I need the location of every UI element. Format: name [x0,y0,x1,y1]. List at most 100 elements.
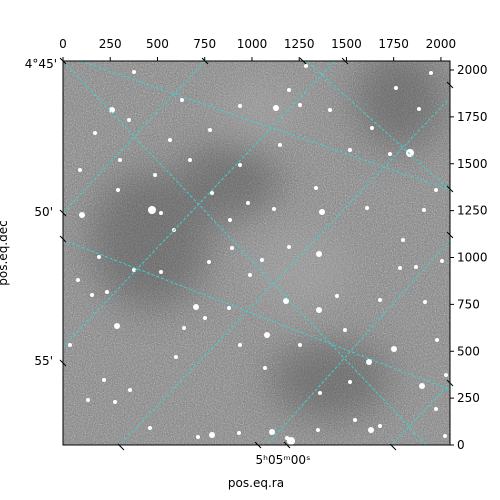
star [90,293,94,297]
coordinate-grid [63,61,450,445]
star [237,431,241,435]
star [79,212,85,218]
x-tick-label-0: 0 [59,37,67,51]
star [378,298,382,302]
star [269,429,275,435]
star [365,206,369,210]
ra-tick-2 [254,441,262,449]
star [298,343,302,347]
star [394,86,398,90]
star [246,201,250,205]
dec-tick-label-55: 55' [34,354,53,368]
dec-tick-minor [59,235,67,243]
sky-image [63,61,450,445]
star [248,273,252,277]
star [203,316,207,320]
star [182,326,186,330]
star [153,173,157,177]
x-tick-label-1750: 1750 [378,37,409,51]
star [264,332,270,338]
x-tick-label-500: 500 [146,37,169,51]
star [434,188,438,192]
star [159,270,163,274]
star [228,218,232,222]
star [263,366,267,370]
star [105,290,109,294]
star [318,391,322,395]
star [148,206,156,214]
star [260,258,264,262]
x-tick-label-1000: 1000 [237,37,268,51]
x-tick-label-1500: 1500 [331,37,362,51]
star [378,424,382,428]
right-world-tick-4 [446,379,454,387]
star [366,359,372,365]
star [314,186,318,190]
star [440,259,444,263]
y-tick-label-1750: 1750 [457,110,488,124]
star [109,107,115,113]
x-tick-label-750: 750 [193,37,216,51]
star [159,211,163,215]
top-world-tick-1 [201,57,209,65]
star [208,128,212,132]
x-axis-label: pos.eq.ra [228,476,284,490]
star [86,398,90,402]
star [304,64,308,68]
dec-gridline-2 [63,239,450,391]
star [316,251,322,257]
top-pixel-axis: 0 250 500 750 1000 1250 1500 1750 2000 [59,37,456,61]
star [298,103,302,107]
y-axis-label: pos.eq.dec [0,220,10,285]
star [335,294,339,298]
y-tick-label-500: 500 [457,344,480,358]
star [283,298,289,304]
star [102,378,106,382]
dec-gridline-3 [63,61,428,445]
star [435,338,439,342]
ra-tick-main [283,441,291,449]
dec-gridline-4 [305,61,450,191]
dec-tick-50 [59,209,67,217]
top-world-tick-2 [341,57,349,65]
star [328,108,332,112]
x-tick-label-250: 250 [99,37,122,51]
star [417,107,421,111]
top-world-tick-3 [299,57,307,65]
star [272,207,276,211]
dec-tick-label-45: 4°45' [25,57,57,71]
y-tick-label-2000: 2000 [457,63,488,77]
star [434,407,438,411]
y-tick-label-1250: 1250 [457,204,488,218]
star [209,432,215,438]
star [132,70,136,74]
star [78,168,82,172]
star [429,71,433,75]
star [128,388,132,392]
y-tick-label-750: 750 [457,297,480,311]
star [273,105,279,111]
star [93,131,97,135]
star [97,255,101,259]
star [118,158,122,162]
y-tick-label-1000: 1000 [457,251,488,265]
star [348,148,352,152]
star [68,343,72,347]
star [127,118,131,122]
star [287,245,291,249]
right-world-tick-2 [446,185,454,193]
star [114,323,120,329]
star [398,266,402,270]
star [443,434,447,438]
star [343,328,347,332]
star [227,306,231,310]
star [287,437,295,445]
star [76,278,80,282]
star [116,188,120,192]
x-tick-label-1250: 1250 [284,37,315,51]
star [319,209,325,215]
star [113,400,117,404]
y-tick-label-0: 0 [457,438,465,452]
ra-gridline-4 [266,239,450,445]
